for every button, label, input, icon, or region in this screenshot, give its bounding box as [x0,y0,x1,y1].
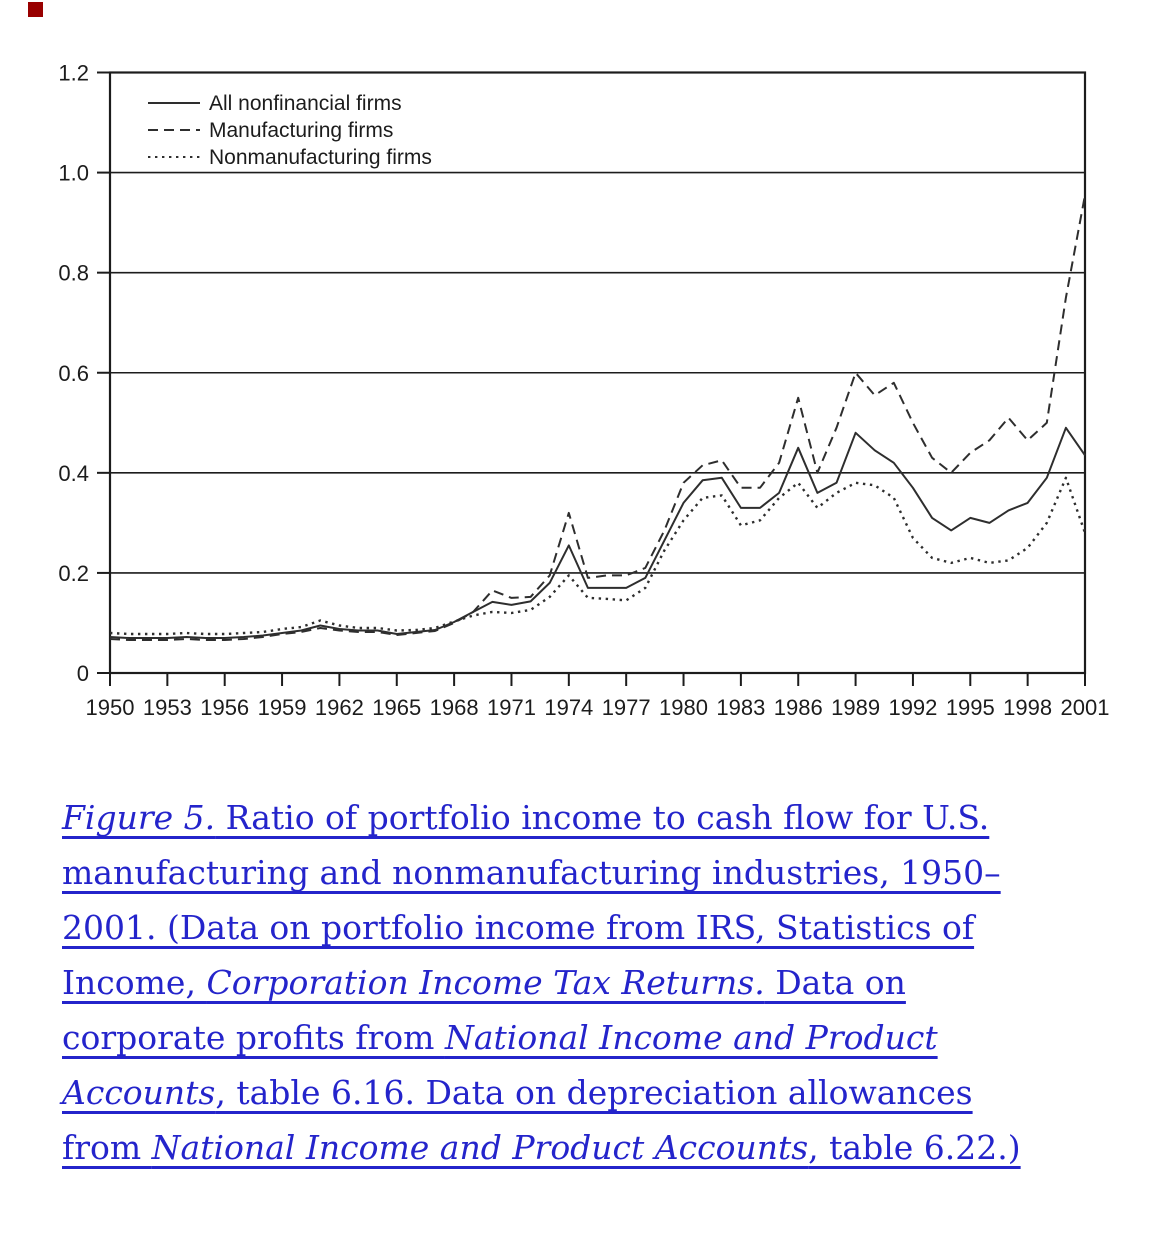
y-tick-label: 0 [77,661,89,686]
x-tick-label: 1968 [430,695,479,720]
x-tick-label: 1977 [602,695,651,720]
ratio-line-chart: 0 0.2 0.4 0.6 0.8 1.0 1.2 1950 1953 1956 1959 1962 1… [58,61,1110,721]
y-tick-label: 0.6 [58,361,89,386]
figure-5-chart: 0 0.2 0.4 0.6 0.8 1.0 1.2 1950 1953 1956 1959 1962 1… [58,61,1110,721]
legend-label: Manufacturing firms [209,119,393,142]
x-tick-label: 2001 [1061,695,1110,720]
x-tick-label: 1989 [831,695,880,720]
x-tick-label: 1950 [86,695,135,720]
x-tick-label: 1998 [1003,695,1052,720]
caption-segment: , table 6.22.) [808,1128,1021,1167]
y-tick-label: 1.0 [58,161,89,186]
x-tick-label: 1965 [372,695,421,720]
x-tick-label: 1995 [946,695,995,720]
x-tick-label: 1971 [487,695,536,720]
series-line-dotted [109,476,1087,636]
x-tick-label: 1956 [200,695,249,720]
y-tick-label: 0.4 [58,461,89,486]
caption-segment: , table 6.16. Data on depreciation allow… [62,1073,973,1167]
corner-marker [28,2,43,17]
y-tick-label: 1.2 [58,61,89,86]
x-tick-label: 1992 [888,695,937,720]
legend-label: All nonfinancial firms [209,92,402,115]
caption-italic-segment: Corporation Income Tax Returns. [206,963,765,1002]
legend-label: Nonmanufacturing firms [209,146,432,169]
x-tick-label: 1974 [544,695,593,720]
x-tick-label: 1986 [774,695,823,720]
caption-italic-segment: National Income and Product Accounts [62,1018,938,1112]
x-tick-label: 1980 [659,695,708,720]
x-tick-label: 1959 [258,695,307,720]
x-tick-label: 1953 [143,695,192,720]
y-tick-label: 0.8 [58,261,89,286]
caption-italic-segment: National Income and Product Accounts [151,1128,809,1167]
series-line-solid [109,426,1086,639]
x-tick-label: 1983 [716,695,765,720]
caption-segment: Data on corporate profits from [62,963,906,1057]
x-tick-label: 1962 [315,695,364,720]
y-tick-label: 0.2 [58,561,89,586]
caption-segment: Ratio of portfolio income to cash flow f… [62,798,1001,1002]
caption-italic-segment: Figure 5. [62,798,216,837]
series-line-dashed [109,194,1086,641]
figure-caption-link[interactable]: Figure 5. Ratio of portfolio income to c… [62,790,1047,1175]
